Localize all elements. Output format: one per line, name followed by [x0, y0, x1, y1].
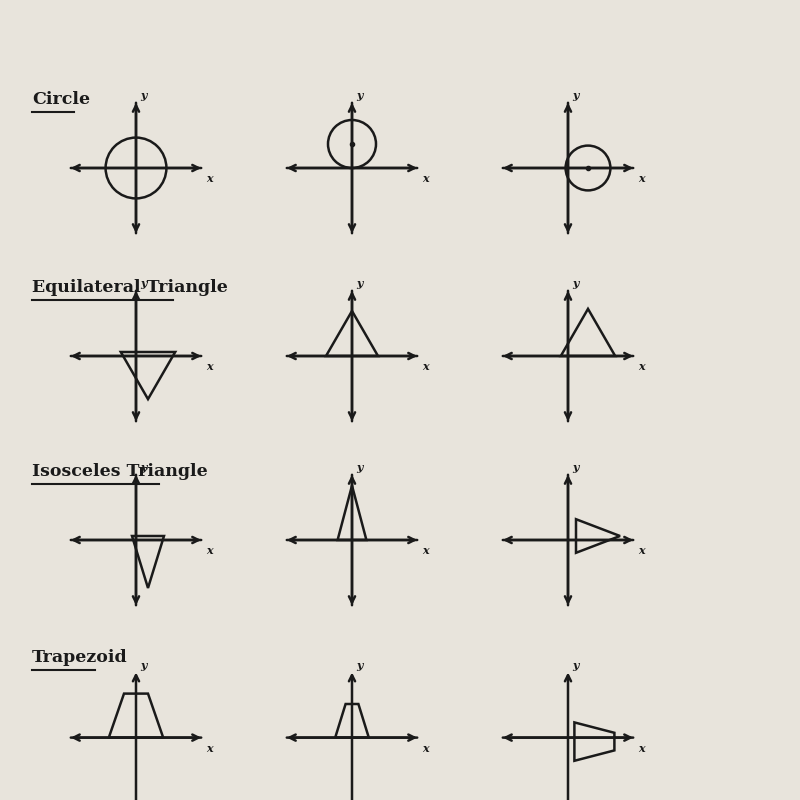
- Text: y: y: [140, 660, 146, 670]
- Text: y: y: [140, 90, 146, 102]
- Text: x: x: [422, 174, 429, 184]
- Text: y: y: [572, 660, 578, 670]
- Text: Equilateral Triangle: Equilateral Triangle: [32, 279, 228, 296]
- Text: y: y: [140, 462, 146, 473]
- Text: Circle: Circle: [32, 91, 90, 108]
- Text: y: y: [356, 462, 362, 473]
- Text: y: y: [572, 278, 578, 290]
- Text: x: x: [422, 743, 429, 754]
- Text: y: y: [140, 278, 146, 290]
- Text: x: x: [638, 743, 645, 754]
- Text: x: x: [206, 362, 213, 372]
- Text: y: y: [572, 462, 578, 473]
- Text: x: x: [422, 546, 429, 557]
- Text: x: x: [206, 174, 213, 184]
- Text: Isosceles Triangle: Isosceles Triangle: [32, 463, 208, 480]
- Text: x: x: [638, 174, 645, 184]
- Text: x: x: [638, 362, 645, 372]
- Text: x: x: [206, 546, 213, 557]
- Text: y: y: [572, 90, 578, 102]
- Text: y: y: [356, 90, 362, 102]
- Text: x: x: [422, 362, 429, 372]
- Text: x: x: [206, 743, 213, 754]
- Text: y: y: [356, 660, 362, 670]
- Text: Trapezoid: Trapezoid: [32, 649, 128, 666]
- Text: x: x: [638, 546, 645, 557]
- Text: y: y: [356, 278, 362, 290]
